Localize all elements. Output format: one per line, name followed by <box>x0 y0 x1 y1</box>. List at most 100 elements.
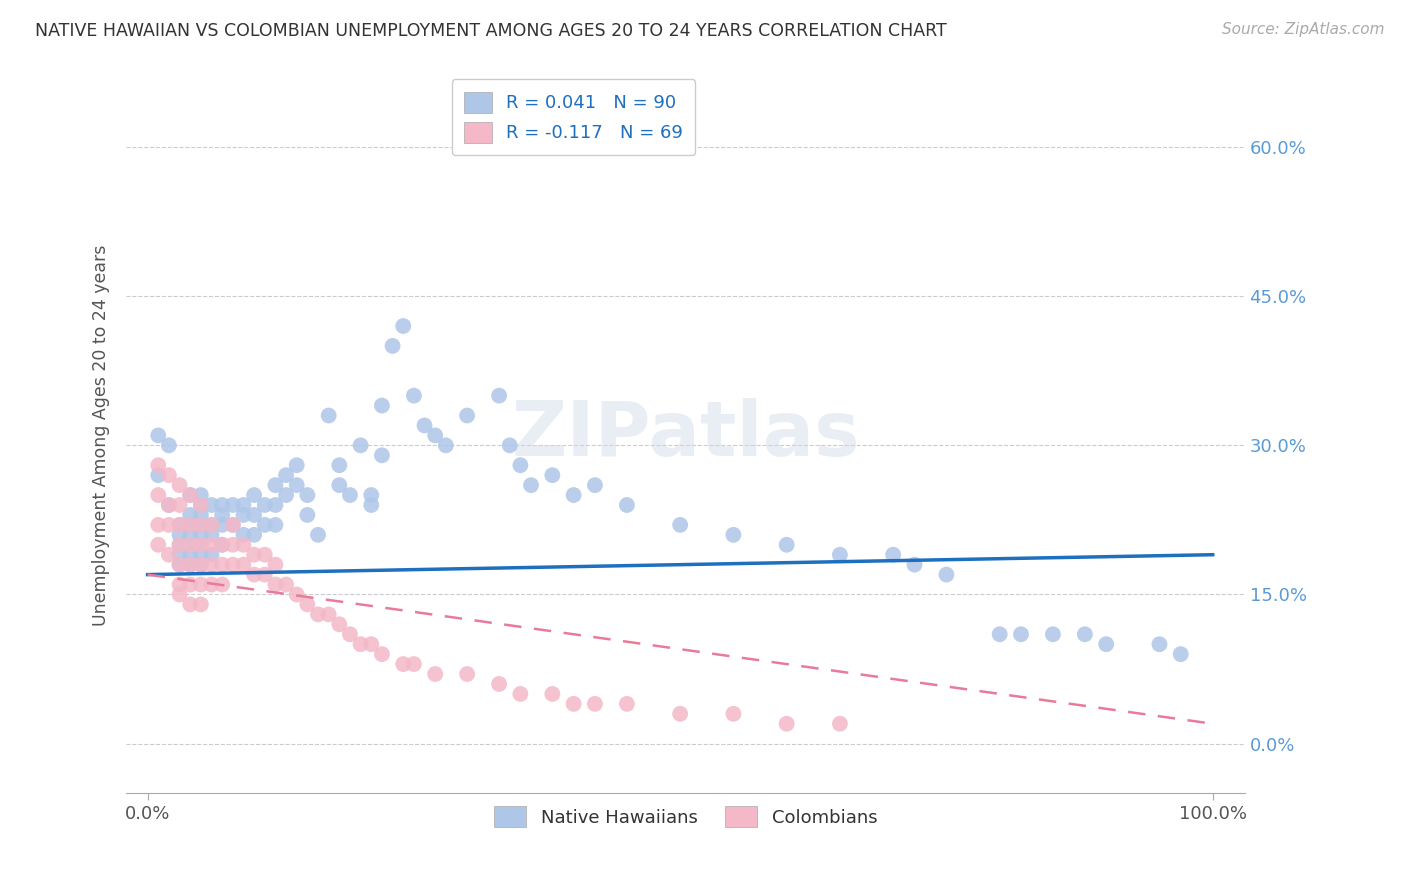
Point <box>200 577 222 591</box>
Point <box>828 548 851 562</box>
Point <box>541 468 564 483</box>
Point <box>179 488 201 502</box>
Point <box>274 468 297 483</box>
Point <box>179 528 201 542</box>
Point <box>318 607 340 622</box>
Point <box>211 517 233 532</box>
Point <box>222 498 245 512</box>
Point <box>211 558 233 572</box>
Point <box>169 558 191 572</box>
Point <box>222 517 245 532</box>
Point <box>371 399 394 413</box>
Point <box>243 567 266 582</box>
Point <box>669 517 692 532</box>
Point <box>190 498 212 512</box>
Point <box>360 488 382 502</box>
Point <box>1010 627 1032 641</box>
Point <box>562 697 585 711</box>
Point <box>371 448 394 462</box>
Point <box>179 517 201 532</box>
Point <box>349 637 371 651</box>
Point <box>148 517 170 532</box>
Text: ZIPatlas: ZIPatlas <box>512 399 860 473</box>
Point <box>264 498 287 512</box>
Point <box>616 498 638 512</box>
Point <box>253 517 276 532</box>
Point <box>723 706 745 721</box>
Point <box>190 558 212 572</box>
Point <box>253 567 276 582</box>
Point <box>232 508 254 522</box>
Point <box>157 468 180 483</box>
Point <box>434 438 457 452</box>
Point <box>169 517 191 532</box>
Point <box>402 657 425 671</box>
Point <box>413 418 436 433</box>
Point <box>148 428 170 442</box>
Text: NATIVE HAWAIIAN VS COLOMBIAN UNEMPLOYMENT AMONG AGES 20 TO 24 YEARS CORRELATION : NATIVE HAWAIIAN VS COLOMBIAN UNEMPLOYMEN… <box>35 22 946 40</box>
Point <box>243 548 266 562</box>
Point <box>190 508 212 522</box>
Point <box>190 488 212 502</box>
Legend: Native Hawaiians, Colombians: Native Hawaiians, Colombians <box>486 799 884 834</box>
Point <box>988 627 1011 641</box>
Point <box>253 498 276 512</box>
Point <box>274 488 297 502</box>
Point <box>179 577 201 591</box>
Point <box>488 389 510 403</box>
Point <box>190 517 212 532</box>
Point <box>200 538 222 552</box>
Point <box>456 667 478 681</box>
Point <box>425 428 447 442</box>
Point <box>499 438 522 452</box>
Point <box>169 558 191 572</box>
Point <box>583 697 606 711</box>
Point <box>190 528 212 542</box>
Point <box>169 498 191 512</box>
Point <box>232 498 254 512</box>
Point <box>169 517 191 532</box>
Point <box>616 697 638 711</box>
Point <box>190 548 212 562</box>
Point <box>190 598 212 612</box>
Point <box>222 538 245 552</box>
Point <box>157 498 180 512</box>
Point <box>148 458 170 473</box>
Point <box>318 409 340 423</box>
Point <box>148 538 170 552</box>
Point <box>179 538 201 552</box>
Point <box>828 716 851 731</box>
Point <box>179 517 201 532</box>
Point <box>1074 627 1097 641</box>
Point <box>243 528 266 542</box>
Point <box>211 577 233 591</box>
Point <box>222 558 245 572</box>
Point <box>297 598 319 612</box>
Point <box>190 577 212 591</box>
Point <box>562 488 585 502</box>
Point <box>339 488 361 502</box>
Point <box>243 488 266 502</box>
Point <box>360 498 382 512</box>
Point <box>264 577 287 591</box>
Point <box>297 508 319 522</box>
Point <box>200 498 222 512</box>
Point <box>169 528 191 542</box>
Point <box>179 558 201 572</box>
Point <box>157 438 180 452</box>
Point <box>776 716 799 731</box>
Point <box>1042 627 1064 641</box>
Point <box>509 687 531 701</box>
Point <box>157 517 180 532</box>
Point <box>328 478 350 492</box>
Point <box>169 548 191 562</box>
Point <box>222 517 245 532</box>
Point <box>392 318 415 333</box>
Point <box>520 478 543 492</box>
Point <box>541 687 564 701</box>
Point <box>285 587 308 601</box>
Point <box>190 558 212 572</box>
Point <box>669 706 692 721</box>
Point <box>723 528 745 542</box>
Point <box>179 548 201 562</box>
